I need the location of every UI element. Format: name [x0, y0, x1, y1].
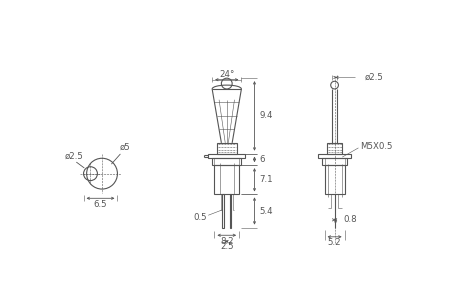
Bar	[319, 154, 351, 158]
Bar	[217, 143, 237, 154]
Text: 2.5: 2.5	[220, 242, 234, 250]
Text: 0.8: 0.8	[343, 215, 357, 224]
Text: M5X0.5: M5X0.5	[360, 142, 392, 151]
Text: ø2.5: ø2.5	[364, 73, 383, 82]
Text: 6.5: 6.5	[94, 200, 107, 209]
Bar	[215, 165, 239, 195]
Text: 6: 6	[259, 155, 265, 164]
Text: 5.2: 5.2	[328, 239, 342, 247]
Text: ø2.5: ø2.5	[65, 152, 84, 160]
Bar	[327, 143, 342, 154]
Bar	[324, 165, 345, 195]
Text: 9.4: 9.4	[259, 111, 273, 120]
Text: 8.2: 8.2	[220, 237, 234, 246]
Bar	[208, 154, 245, 158]
Bar	[212, 158, 241, 165]
Text: 0.5: 0.5	[194, 213, 207, 222]
Text: 7.1: 7.1	[259, 175, 273, 184]
Bar	[222, 195, 224, 228]
Bar	[230, 195, 231, 228]
Text: ø5: ø5	[120, 143, 130, 152]
Bar	[322, 158, 347, 165]
Text: 24°: 24°	[219, 70, 234, 79]
Text: 5.4: 5.4	[259, 206, 273, 216]
